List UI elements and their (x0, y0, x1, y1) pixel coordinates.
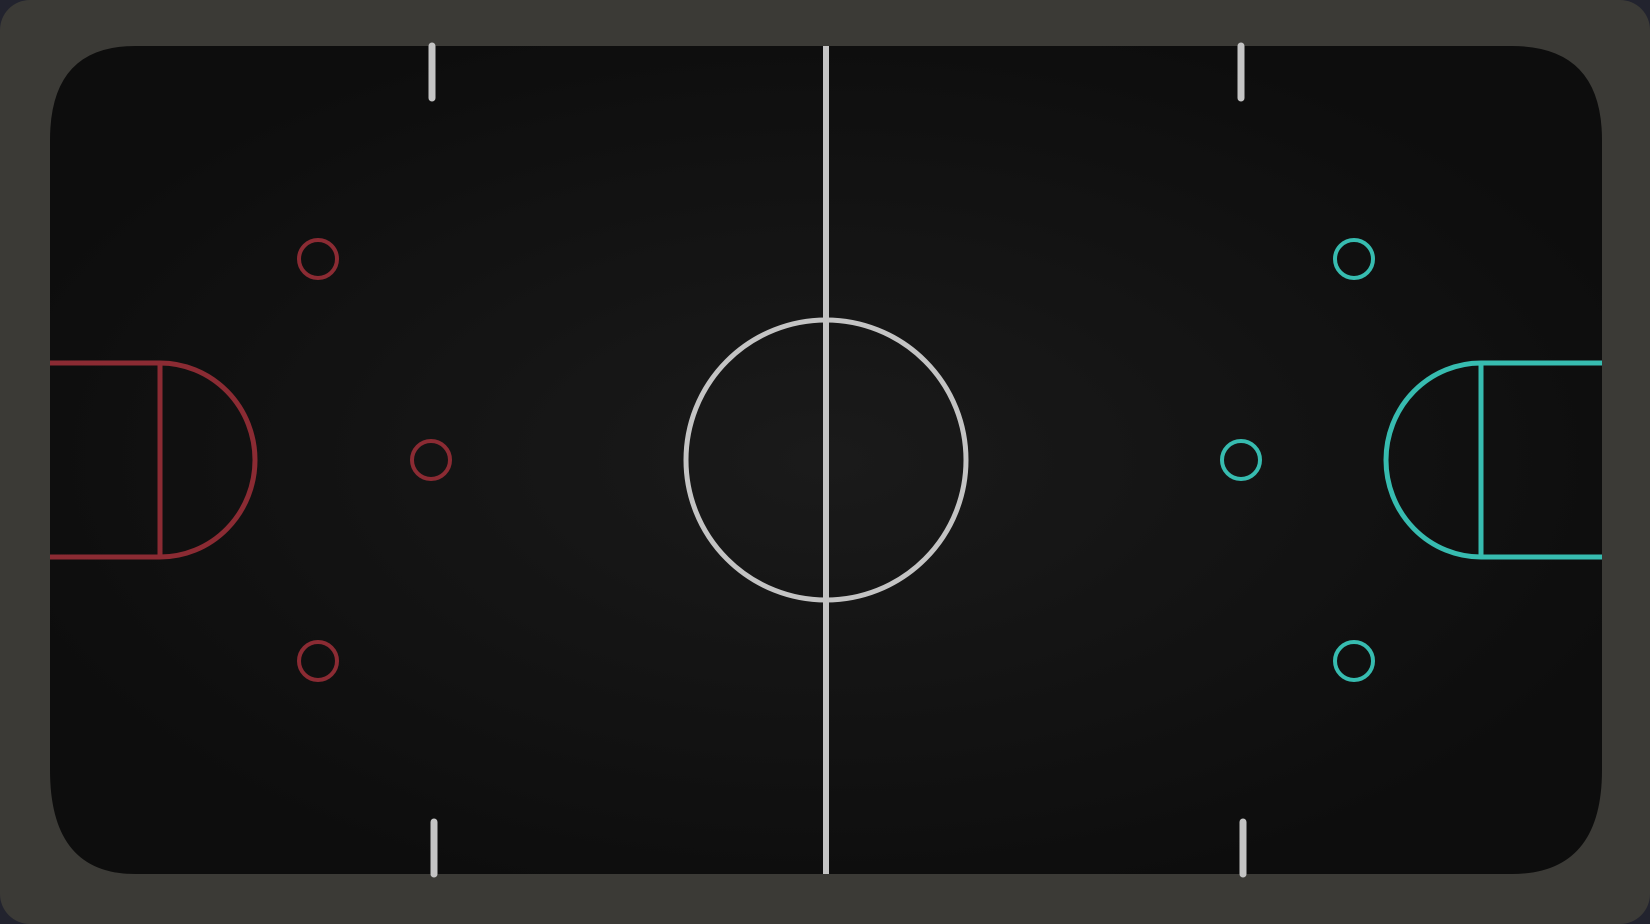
left-faceoff-bottom (297, 640, 339, 682)
right-faceoff-center (1220, 439, 1262, 481)
right-goal-crease (1383, 360, 1602, 560)
right-half-markings (1220, 238, 1602, 682)
left-goal-crease (50, 360, 258, 560)
left-half-markings (50, 238, 452, 682)
left-faceoff-top (297, 238, 339, 280)
center-circle (683, 317, 969, 603)
left-faceoff-center (410, 439, 452, 481)
right-faceoff-top (1333, 238, 1375, 280)
right-faceoff-bottom (1333, 640, 1375, 682)
